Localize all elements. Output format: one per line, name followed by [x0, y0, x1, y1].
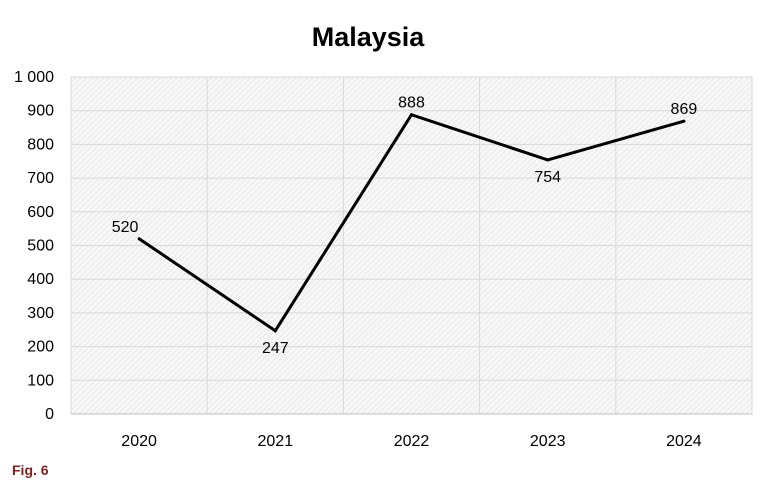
data-label: 888 [398, 95, 425, 112]
figure-caption: Fig. 6 [12, 462, 49, 478]
data-labels: 520 247 888 754 869 [112, 95, 698, 357]
data-label: 754 [534, 169, 561, 186]
chart-title: Malaysia [312, 22, 426, 52]
y-tick-label: 1 000 [14, 69, 54, 86]
y-axis: 0 100 200 300 400 500 600 700 800 900 1 000 [14, 69, 54, 423]
x-tick-label: 2021 [258, 433, 294, 450]
gridlines [71, 77, 752, 414]
x-tick-label: 2024 [666, 433, 702, 450]
series-layer [137, 112, 686, 333]
y-tick-label: 300 [27, 305, 54, 322]
y-tick-label: 500 [27, 238, 54, 255]
data-point [410, 113, 413, 117]
y-tick-label: 900 [27, 103, 54, 120]
data-point [682, 119, 686, 123]
y-tick-label: 800 [27, 136, 54, 153]
data-label: 247 [262, 340, 289, 357]
y-tick-label: 0 [45, 406, 54, 423]
y-tick-label: 600 [27, 204, 54, 221]
y-tick-label: 100 [27, 372, 54, 389]
y-tick-label: 700 [27, 170, 54, 187]
data-point [137, 237, 141, 241]
x-tick-label: 2023 [530, 433, 566, 450]
x-axis: 2020 2021 2022 2023 2024 [71, 413, 752, 450]
y-tick-label: 200 [27, 339, 54, 356]
y-tick-label: 400 [27, 271, 54, 288]
data-label: 520 [112, 219, 139, 236]
x-tick-label: 2020 [121, 433, 157, 450]
data-point [273, 329, 277, 333]
data-label: 869 [671, 101, 698, 118]
data-point [546, 158, 550, 162]
x-tick-label: 2022 [394, 433, 430, 450]
